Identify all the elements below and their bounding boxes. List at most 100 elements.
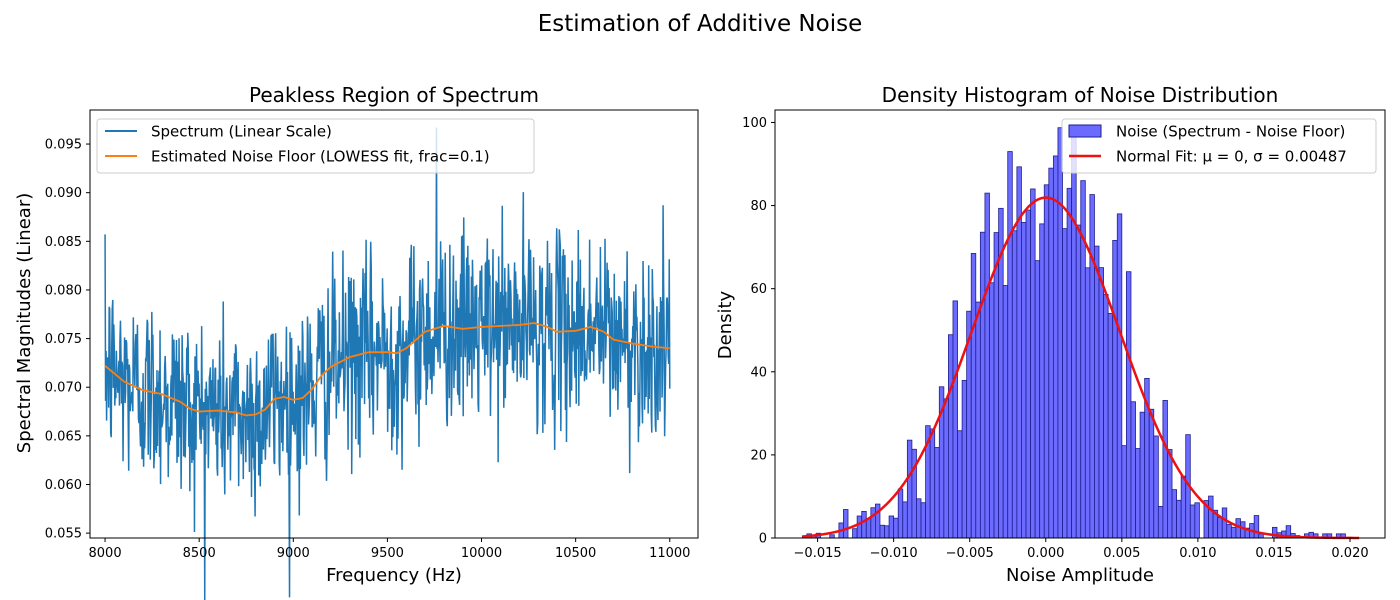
histogram-legend-label: Noise (Spectrum - Noise Floor) xyxy=(1116,123,1345,141)
histogram-bar xyxy=(1089,194,1095,539)
histogram-bar xyxy=(1043,184,1050,539)
histogram-bar xyxy=(1148,408,1155,539)
histogram-bar xyxy=(943,398,949,539)
histogram-bar xyxy=(1039,223,1045,539)
spectrum-y-tick-label: 0.055 xyxy=(45,527,82,542)
histogram-x-tick-label: 0.005 xyxy=(1103,546,1140,561)
histogram-bar xyxy=(989,282,995,539)
histogram-bar xyxy=(1034,260,1041,539)
histogram-bar xyxy=(1062,228,1068,539)
spectrum-chart: Peakless Region of Spectrum 8000 8500 9000… xyxy=(14,83,699,600)
histogram-bar xyxy=(1112,240,1118,539)
histogram-x-tick-label: 0.020 xyxy=(1331,546,1368,561)
histogram-bar xyxy=(984,192,990,539)
noise-floor-legend-label: Estimated Noise Floor (LOWESS fit, frac=… xyxy=(151,148,490,166)
spectrum-x-tick-label: 9000 xyxy=(277,546,310,561)
histogram-bar xyxy=(975,301,981,539)
histogram-bar xyxy=(1116,213,1123,539)
spectrum-y-tick-label: 0.070 xyxy=(45,381,82,396)
histogram-bar xyxy=(1253,515,1260,539)
histogram-axes: −0.015 −0.010 −0.005 0.000 0.005 0.010 0.015 0.… xyxy=(742,109,1386,561)
histogram-bar xyxy=(1021,222,1027,539)
histogram-bar xyxy=(879,524,885,539)
histogram-bar xyxy=(884,525,890,539)
noise-floor-line xyxy=(104,322,670,417)
histogram-bar xyxy=(1130,401,1136,539)
histogram-x-tick-label: 0.015 xyxy=(1255,546,1292,561)
spectrum-y-tick-label: 0.060 xyxy=(45,478,82,493)
histogram-x-tick-label: −0.005 xyxy=(946,546,994,561)
spectrum-legend-box xyxy=(96,118,535,174)
histogram-bar xyxy=(1084,267,1091,539)
histogram-y-tick-label: 60 xyxy=(750,282,767,297)
histogram-bar xyxy=(1221,507,1228,539)
histogram-y-tick-label: 20 xyxy=(750,448,767,463)
histogram-bar xyxy=(1107,312,1114,539)
histogram-bar xyxy=(902,501,908,539)
histogram-bar xyxy=(1002,285,1009,539)
spectrum-x-tick-label: 8000 xyxy=(89,546,122,561)
histogram-bar xyxy=(856,515,863,539)
spectrum-y-tick-label: 0.065 xyxy=(45,429,82,444)
histogram-bar xyxy=(1194,502,1200,539)
histogram-bar xyxy=(1162,400,1168,539)
histogram-bar xyxy=(1048,167,1054,539)
spectrum-x-tick-label: 10500 xyxy=(555,546,596,561)
histogram-bar xyxy=(865,518,872,539)
histogram-bar xyxy=(1176,499,1182,539)
histogram-bar xyxy=(861,510,867,539)
histogram-bar xyxy=(1066,187,1073,539)
histogram-bar xyxy=(1180,475,1187,539)
histogram-x-tick-label: −0.010 xyxy=(870,546,918,561)
histogram-bar xyxy=(1189,504,1196,539)
spectrum-axes: 8000 8500 9000 9500 10000 10500 11000 0.055 0.06… xyxy=(45,109,699,561)
histogram-x-tick-label: −0.015 xyxy=(794,546,842,561)
spectrum-plot-marks xyxy=(104,127,671,600)
spectrum-y-axis-label: Spectral Magnitudes (Linear) xyxy=(14,193,35,453)
histogram-bar xyxy=(1052,155,1059,539)
histogram-bar xyxy=(1121,445,1127,539)
histogram-y-tick-label: 100 xyxy=(742,116,767,131)
spectrum-plot-frame xyxy=(89,109,699,539)
spectrum-x-tick-label: 8500 xyxy=(183,546,216,561)
normal-fit-curve xyxy=(802,196,1360,540)
histogram-y-tick-label: 40 xyxy=(750,365,767,380)
histogram-bar xyxy=(1075,224,1082,539)
histogram-bar xyxy=(961,380,968,539)
spectrum-legend-label: Spectrum (Linear Scale) xyxy=(151,123,332,141)
histogram-bar xyxy=(1025,209,1031,539)
spectrum-chart-title: Peakless Region of Spectrum xyxy=(249,83,539,107)
spectrum-x-tick-label: 11000 xyxy=(649,546,690,561)
histogram-bar xyxy=(948,334,954,539)
histogram-bar xyxy=(993,232,1000,539)
histogram-bar xyxy=(1103,294,1109,539)
spectrum-legend: Spectrum (Linear Scale) Estimated Noise … xyxy=(96,118,535,174)
histogram-bar xyxy=(1094,245,1100,539)
histogram-y-tick-label: 80 xyxy=(750,199,767,214)
histogram-bar xyxy=(952,300,958,539)
histogram-bar xyxy=(1007,151,1013,539)
spectrum-y-tick-label: 0.090 xyxy=(45,186,82,201)
histogram-bar xyxy=(916,498,922,539)
histogram-bar xyxy=(1171,489,1177,539)
histogram-bar xyxy=(1226,524,1232,539)
histogram-bar xyxy=(1235,518,1241,539)
spectrum-x-tick-label: 10000 xyxy=(461,546,502,561)
histogram-chart-title: Density Histogram of Noise Distribution xyxy=(882,83,1279,107)
histogram-bar xyxy=(1157,505,1164,539)
histogram-bar xyxy=(906,439,913,539)
figure-title: Estimation of Additive Noise xyxy=(538,11,862,37)
histogram-bar xyxy=(929,428,936,539)
histogram-bar xyxy=(888,515,895,539)
histogram-bar xyxy=(934,447,940,539)
spectrum-x-axis-label: Frequency (Hz) xyxy=(326,565,462,586)
histogram-bar xyxy=(843,509,849,539)
histogram-bar xyxy=(1153,435,1159,539)
spectrum-y-tick-label: 0.095 xyxy=(45,138,82,153)
spectrum-y-tick-label: 0.085 xyxy=(45,235,82,250)
normal-fit-legend-label: Normal Fit: μ = 0, σ = 0.00487 xyxy=(1116,148,1347,166)
histogram-y-tick-label: 0 xyxy=(759,532,767,547)
histogram-bar xyxy=(1139,411,1146,539)
histogram-bar xyxy=(852,528,858,539)
